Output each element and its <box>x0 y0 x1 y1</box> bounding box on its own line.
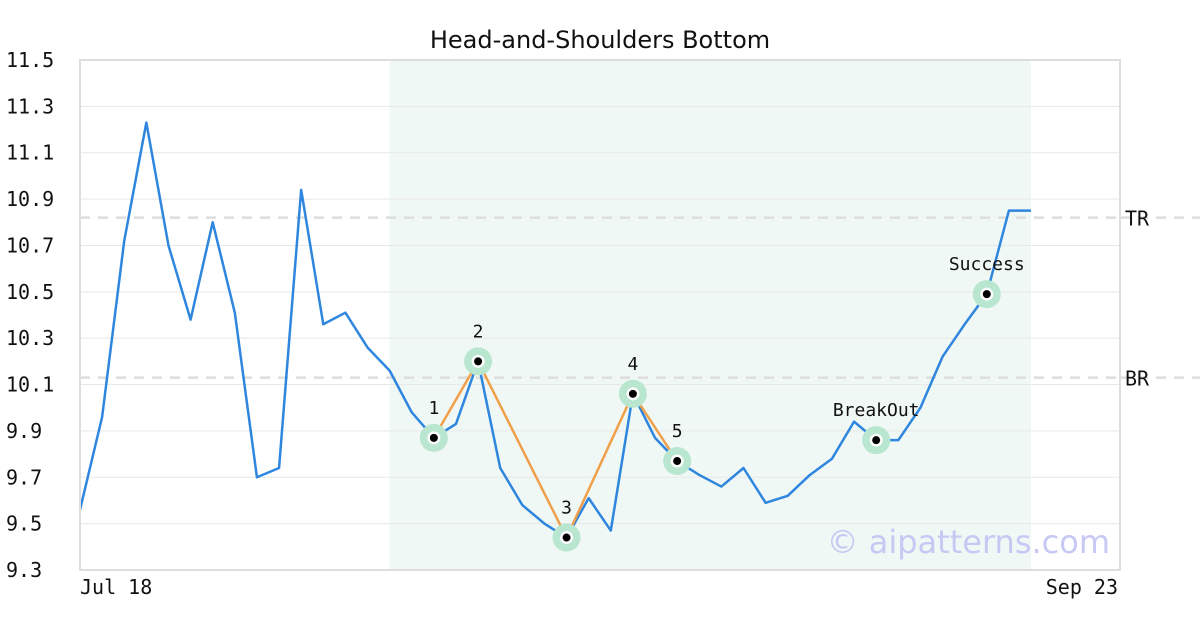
plot-frame <box>79 59 1121 571</box>
event-point-label: BreakOut <box>833 400 920 421</box>
event-point-dot <box>982 290 991 299</box>
x-tick-start: Jul 18 <box>80 575 152 599</box>
watermark: © aipatterns.com <box>827 523 1110 561</box>
y-tick-label: 10.1 <box>6 373 54 397</box>
y-tick-label: 10.3 <box>6 326 54 350</box>
pattern-point-label: 2 <box>473 321 484 342</box>
pattern-point-label: 5 <box>672 421 683 442</box>
y-tick-label: 11.3 <box>6 94 54 118</box>
event-point-dot <box>872 436 881 445</box>
y-tick-label: 10.5 <box>6 280 54 304</box>
y-tick-label: 10.9 <box>6 187 54 211</box>
y-tick-label: 9.9 <box>6 419 42 443</box>
event-point-label: Success <box>949 254 1025 275</box>
y-tick-label: 10.7 <box>6 233 54 257</box>
y-tick-label: 11.1 <box>6 141 54 165</box>
pattern-point-label: 3 <box>561 498 572 519</box>
pattern-markers: 1 2 3 4 5 BreakOut Success <box>419 254 1025 552</box>
y-tick-label: 9.5 <box>6 512 42 536</box>
grid-lines <box>80 59 1120 571</box>
pattern-point-dot <box>673 457 682 466</box>
reference-line-label: BR <box>1125 367 1150 391</box>
reference-line-label: TR <box>1125 207 1150 231</box>
pattern-point-dot <box>628 389 637 398</box>
pattern-point-dot <box>429 433 438 442</box>
pattern-highlight-region <box>389 60 1031 570</box>
y-tick-label: 11.5 <box>6 48 54 72</box>
y-tick-label: 9.3 <box>6 558 42 582</box>
reference-lines: TR BR <box>80 207 1200 391</box>
y-tick-label: 9.7 <box>6 465 42 489</box>
pattern-point-label: 1 <box>428 398 439 419</box>
y-axis-ticks: 9.3 9.5 9.7 9.9 10.1 10.3 10.5 10.7 10.9 11.1 11.3… <box>6 48 54 582</box>
x-tick-end: Sep 23 <box>1046 575 1118 599</box>
pattern-point-dot <box>474 357 483 366</box>
pattern-point-dot <box>562 533 571 542</box>
chart-title: Head-and-Shoulders Bottom <box>430 26 770 54</box>
pattern-point-label: 4 <box>627 354 638 375</box>
